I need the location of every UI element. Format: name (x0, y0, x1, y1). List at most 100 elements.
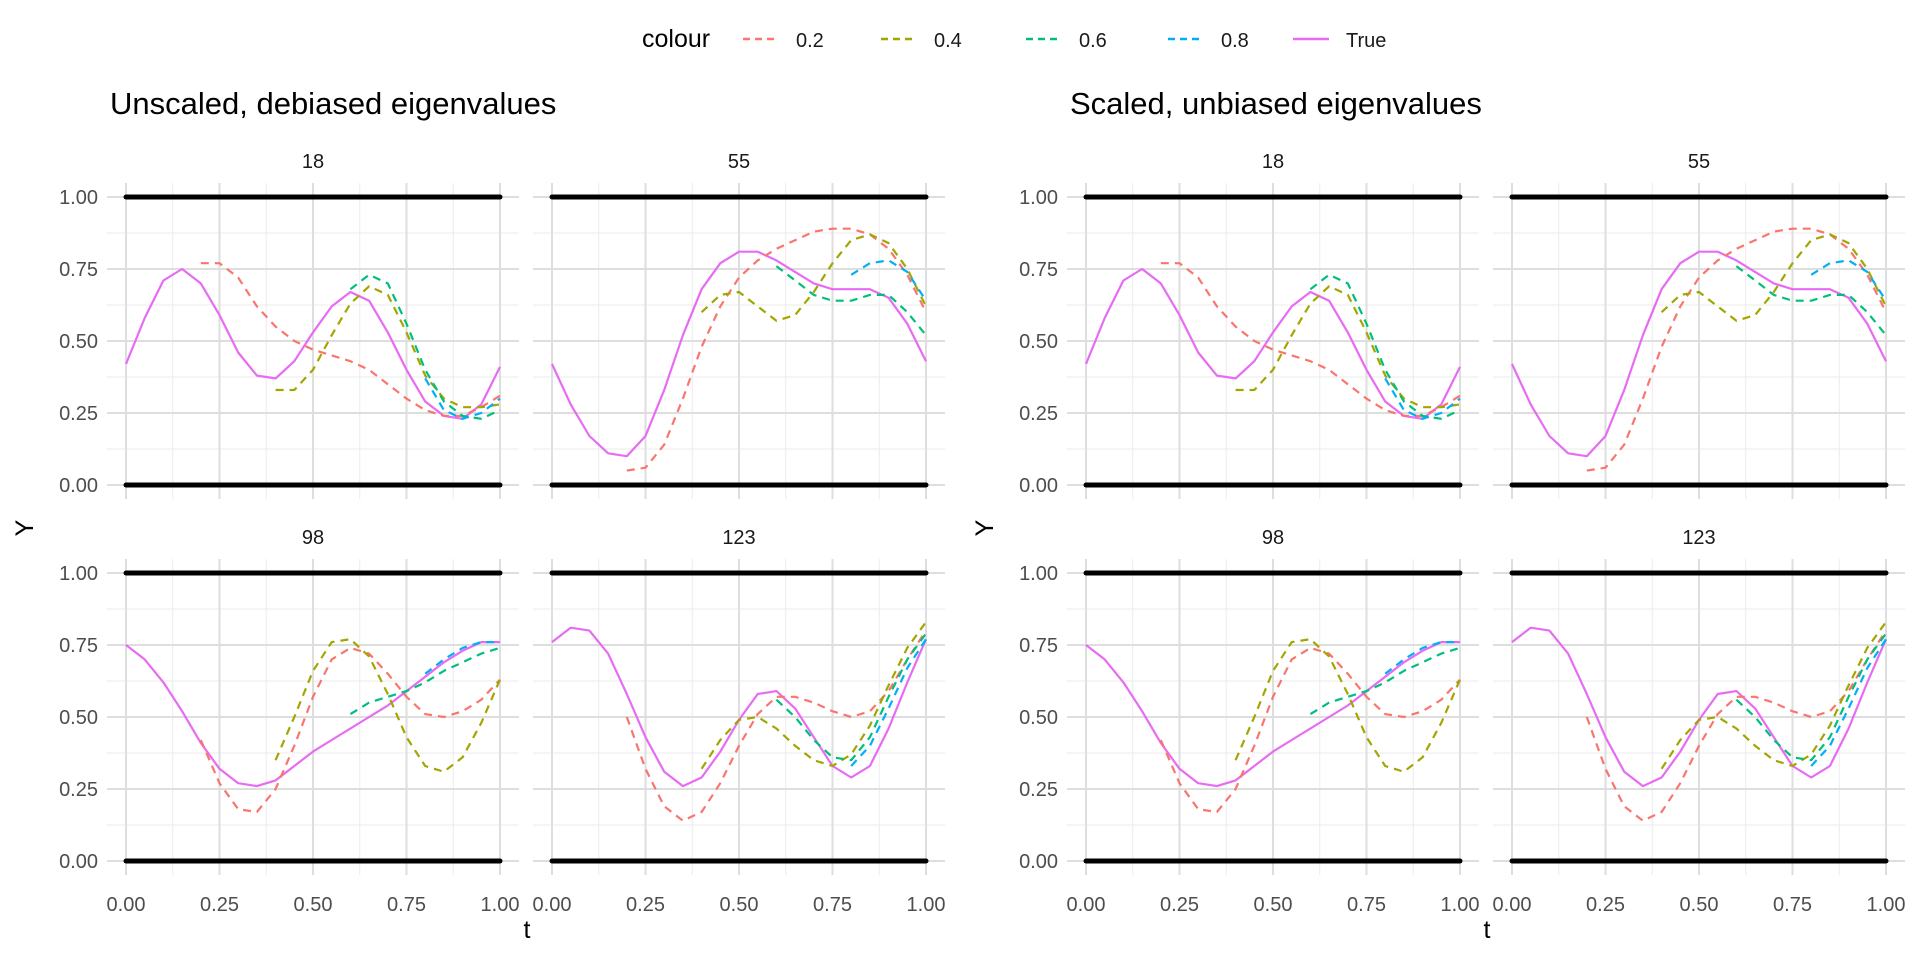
series-line-0-2 (1586, 227, 1887, 472)
y-tick-label: 0.50 (59, 331, 98, 353)
series-line-0-2 (1585, 630, 1887, 822)
y-tick-label: 0.00 (1019, 475, 1058, 497)
x-tick-label: 0.25 (626, 894, 665, 916)
series-line-0-6 (775, 632, 927, 762)
series-line-0-4 (274, 638, 502, 773)
grid (1067, 183, 1479, 499)
legend-item: 0.4 (881, 30, 962, 52)
series-line-True (1511, 250, 1887, 458)
y-tick-label: 0.00 (59, 851, 98, 873)
facet: 98 0.00 0.25 0.50 0.75 1.00 0.00 0.25 0.50 0.75 1.… (1019, 527, 1479, 916)
series-line-True (125, 641, 500, 788)
series-line-0-8 (850, 259, 927, 302)
y-axis-label: Y (971, 519, 999, 536)
legend-label: 0.8 (1221, 30, 1249, 52)
series-line-0-2 (626, 227, 927, 472)
legend-item: 0.2 (743, 30, 824, 52)
series-line-0-2 (200, 262, 501, 417)
legend-label: 0.6 (1079, 30, 1107, 52)
series-line-0-6 (775, 265, 927, 336)
facet: 123 0.00 0.25 0.50 0.75 1.00 (1493, 527, 1906, 916)
facet-strip-label: 18 (1262, 151, 1284, 173)
y-tick-label: 1.00 (59, 563, 98, 585)
facet-strip-label: 98 (302, 527, 324, 549)
y-tick-label: 1.00 (59, 187, 98, 209)
series-line-0-8 (1384, 377, 1461, 420)
series-line-True (551, 250, 927, 458)
x-tick-label: 0.75 (813, 894, 852, 916)
x-tick-label: 0.00 (1493, 894, 1532, 916)
legend-item: True (1293, 30, 1386, 52)
series-line-True (124, 267, 501, 420)
series-line-0-4 (700, 621, 927, 770)
series-line-0-8 (850, 638, 927, 767)
series-line-0-2 (625, 630, 927, 822)
series-line-0-6 (349, 646, 501, 716)
x-tick-label: 0.75 (1347, 894, 1386, 916)
series-line-0-6 (1735, 632, 1887, 762)
legend-item: 0.6 (1026, 30, 1107, 52)
facet: 18 0.00 0.25 0.50 0.75 1.00 (1019, 151, 1479, 499)
x-tick-label: 1.00 (1441, 894, 1480, 916)
grid (1067, 559, 1479, 875)
y-tick-label: 0.75 (59, 259, 98, 281)
series-line-0-8 (1810, 638, 1887, 767)
legend-label: 0.4 (934, 30, 962, 52)
x-tick-label: 1.00 (907, 894, 946, 916)
plot-title: Unscaled, debiased eigenvalues (110, 86, 556, 121)
facet-strip-label: 98 (1262, 527, 1284, 549)
x-axis-label: t (524, 916, 531, 944)
series-line-0-2 (1159, 646, 1461, 814)
series-line-0-4 (1234, 638, 1462, 773)
facet-strip-label: 55 (728, 151, 750, 173)
x-tick-label: 1.00 (481, 894, 520, 916)
series-line-0-4 (1660, 233, 1887, 322)
series-line-0-6 (1735, 265, 1887, 336)
y-tick-label: 0.75 (1019, 635, 1058, 657)
series-line-0-8 (424, 641, 500, 675)
x-tick-label: 0.75 (387, 894, 426, 916)
y-tick-label: 0.00 (1019, 851, 1058, 873)
series-line-0-6 (1309, 646, 1461, 716)
facet: 123 0.00 0.25 0.50 0.75 1.00 (533, 527, 946, 916)
series-line-0-4 (1235, 285, 1461, 409)
x-axis-label: t (1484, 916, 1491, 944)
series-line-0-8 (424, 377, 501, 420)
x-tick-label: 0.25 (200, 894, 239, 916)
series-line-0-4 (1660, 621, 1887, 770)
series-line-True (1084, 267, 1461, 420)
plot-panel: Scaled, unbiased eigenvalues Yt 18 0.00 0.25… (971, 86, 1905, 944)
x-tick-label: 0.00 (533, 894, 572, 916)
y-tick-label: 0.25 (1019, 779, 1058, 801)
y-tick-label: 0.25 (1019, 403, 1058, 425)
x-tick-label: 0.25 (1160, 894, 1199, 916)
facet-strip-label: 123 (722, 527, 755, 549)
facet: 55 (533, 151, 945, 499)
facet: 55 (1493, 151, 1905, 499)
grid (107, 559, 519, 875)
x-tick-label: 0.25 (1586, 894, 1625, 916)
series-line-0-4 (275, 285, 501, 409)
x-tick-label: 0.50 (720, 894, 759, 916)
y-axis-label: Y (11, 519, 39, 536)
grid (107, 183, 519, 499)
series-line-0-2 (199, 646, 501, 814)
plot-title: Scaled, unbiased eigenvalues (1070, 86, 1482, 121)
x-tick-label: 1.00 (1867, 894, 1906, 916)
grid (1493, 183, 1905, 499)
x-tick-label: 0.00 (107, 894, 146, 916)
facet: 18 0.00 0.25 0.50 0.75 1.00 (59, 151, 519, 499)
y-tick-label: 0.75 (59, 635, 98, 657)
x-tick-label: 0.50 (1680, 894, 1719, 916)
y-tick-label: 0.50 (1019, 331, 1058, 353)
series-line-0-4 (700, 233, 927, 322)
y-tick-label: 1.00 (1019, 563, 1058, 585)
series-line-0-6 (349, 273, 501, 420)
y-tick-label: 0.00 (59, 475, 98, 497)
legend-item: 0.8 (1168, 30, 1249, 52)
facet-strip-label: 18 (302, 151, 324, 173)
series-line-0-6 (1309, 273, 1461, 420)
series-line-0-8 (1810, 259, 1887, 302)
x-tick-label: 0.50 (1254, 894, 1293, 916)
legend-title: colour (642, 25, 710, 53)
